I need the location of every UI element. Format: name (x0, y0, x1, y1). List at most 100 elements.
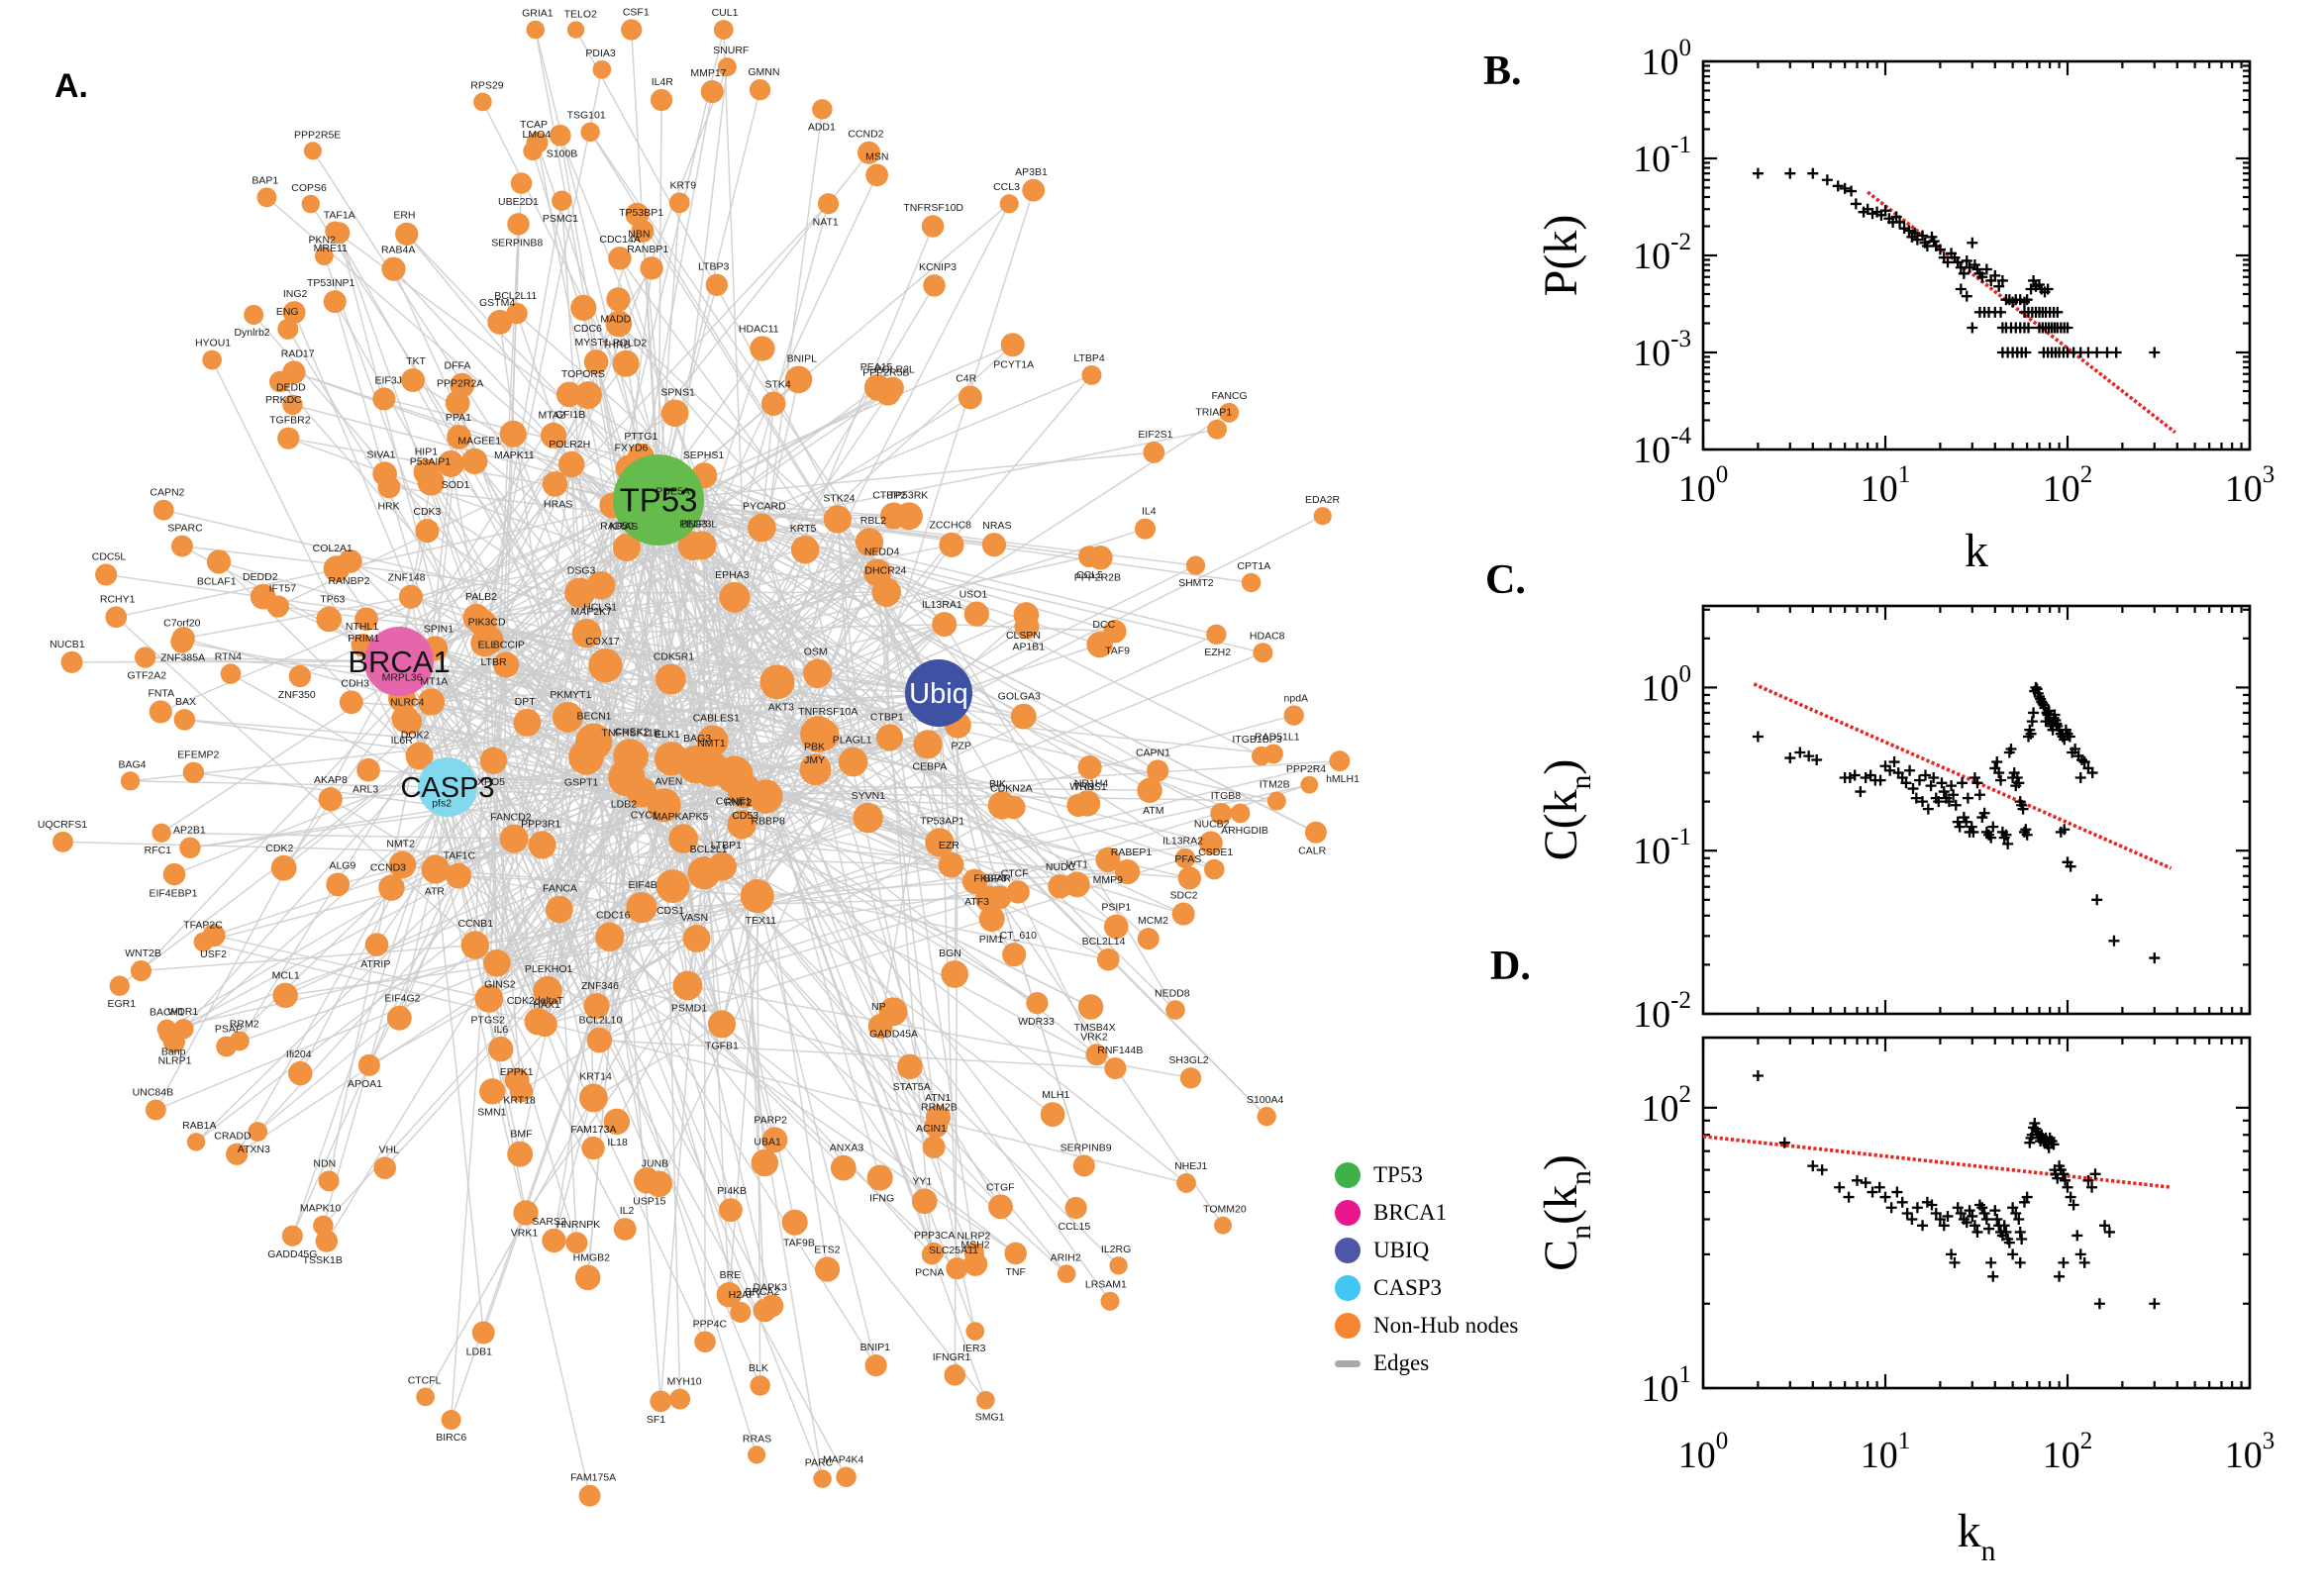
network-edge (611, 29, 725, 506)
network-node (748, 1446, 766, 1464)
network-node-label: SYVN1 (852, 790, 886, 802)
axis-title: k (1965, 525, 1988, 577)
network-node (761, 1127, 788, 1153)
network-edge (218, 560, 490, 642)
data-point (1917, 1220, 1929, 1232)
network-edge (641, 66, 729, 793)
data-point (1962, 792, 1973, 804)
network-node-label: CTBP1 (870, 711, 904, 723)
network-node (625, 202, 650, 227)
network-node-label: RAD51L1 (1255, 731, 1300, 743)
tick-label: 100 (1642, 35, 1692, 83)
network-edge (558, 790, 746, 911)
network-node-label: NDN (313, 1157, 336, 1169)
network-node (687, 531, 717, 560)
network-node (608, 247, 632, 270)
network-node (105, 606, 128, 629)
network-node-label: HCLS1 (583, 602, 617, 614)
network-edge (657, 451, 1155, 501)
network-node-label: RBL2 (860, 515, 886, 527)
network-node-label: TP53INP1 (307, 277, 355, 289)
network-node (911, 1188, 938, 1215)
network-edge (703, 474, 825, 736)
network-node (719, 581, 751, 613)
network-edge (701, 545, 736, 775)
network-node (727, 810, 757, 840)
network-node-label: MRPL36 (382, 671, 423, 683)
network-node (1104, 1056, 1127, 1080)
network-node-label: SLC25A11 (929, 1245, 978, 1256)
network-node (938, 851, 964, 878)
network-node (314, 247, 334, 266)
data-point (1911, 1202, 1923, 1214)
network-node (1207, 419, 1227, 440)
network-node (510, 172, 533, 194)
data-point (1914, 774, 1925, 786)
network-node-label: PCYT1A (993, 358, 1034, 370)
network-node (1086, 631, 1113, 658)
network-node (871, 577, 902, 607)
data-point (2149, 1298, 2161, 1310)
network-node-label: CCND3 (370, 861, 406, 873)
network-node-label: KRT14 (579, 1071, 612, 1083)
network-node-label: NBN (628, 229, 650, 241)
tick-label: 103 (2225, 1428, 2275, 1476)
network-node (965, 1322, 985, 1341)
network-node (874, 379, 901, 406)
network-edge (765, 795, 868, 819)
network-node (1174, 848, 1196, 869)
network-node-label: Banp (161, 1046, 186, 1057)
network-node (897, 1053, 923, 1080)
network-node-label: UQCRFS1 (38, 819, 87, 831)
network-node (923, 1242, 945, 1263)
scatter-points (1752, 167, 2161, 358)
network-edge (424, 865, 724, 1398)
network-node (372, 387, 396, 411)
network-edge (593, 1023, 723, 1099)
network-node-label: NTHL1 (346, 621, 378, 633)
network-node (814, 1256, 841, 1282)
network-node (865, 163, 888, 187)
network-node (413, 458, 440, 485)
tick-label: 10-2 (1633, 229, 1691, 277)
network-edge (670, 758, 776, 1141)
network-edge (657, 89, 761, 501)
network-node-label: APOA1 (348, 1078, 382, 1090)
network-node-label: HIP1 (415, 447, 439, 458)
network-node-label: IL13RA1 (922, 599, 962, 611)
network-node (447, 424, 471, 449)
network-edge (938, 564, 1196, 694)
network-node (416, 1387, 435, 1407)
data-point (1961, 290, 1972, 302)
network-node-label: LDB1 (466, 1346, 492, 1357)
network-node (812, 99, 833, 120)
network-node (277, 318, 299, 340)
network-node (981, 533, 1007, 557)
network-node-label: CCL5 (1076, 569, 1103, 581)
network-node-label: CDK2 (265, 843, 293, 854)
panel-a-label: A. (54, 67, 88, 105)
network-node-label: NUCB2 (1194, 818, 1230, 830)
network-node-label: PDIA3 (585, 48, 616, 59)
data-point (1991, 756, 2003, 768)
network-node (958, 385, 982, 410)
network-edge (141, 944, 475, 972)
network-node-label: KRT9 (669, 179, 696, 191)
legend-label: BRCA1 (1373, 1200, 1448, 1225)
network-node (879, 502, 907, 530)
network-node-label: CTGF (986, 1181, 1015, 1193)
network-node (823, 505, 852, 534)
network-edge (71, 660, 400, 663)
network-node-label: CYC1 (631, 809, 658, 821)
network-edge (293, 371, 572, 465)
network-node-label: SH3GL2 (1168, 1054, 1208, 1066)
data-point (1784, 167, 1796, 179)
network-node-label: DOK2 (401, 730, 430, 742)
network-edge (701, 174, 878, 547)
legend-label: CASP3 (1373, 1275, 1443, 1300)
network-node-label: WRN (1069, 781, 1094, 793)
network-edge (496, 795, 766, 964)
network-node-label: SF1 (647, 1414, 665, 1426)
network-edge (657, 499, 824, 1479)
network-node-label: CTCFL (408, 1375, 442, 1387)
